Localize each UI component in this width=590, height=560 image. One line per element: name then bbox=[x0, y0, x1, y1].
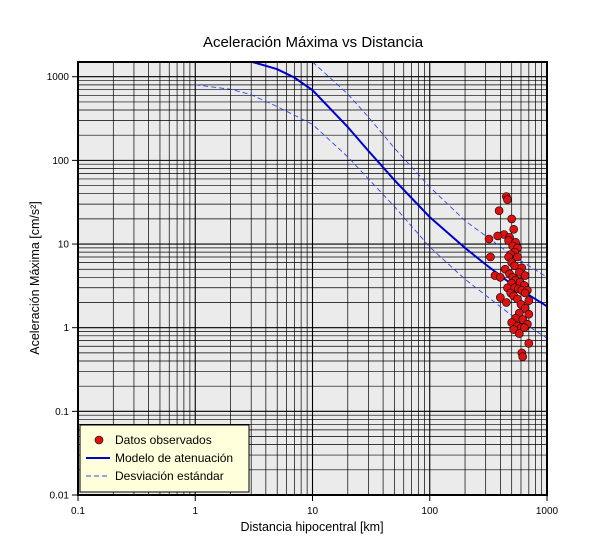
data-point bbox=[514, 329, 524, 338]
data-point bbox=[493, 231, 503, 241]
attenuation-model-line bbox=[252, 61, 548, 308]
legend-label: Desviación estándar bbox=[115, 469, 224, 483]
data-point bbox=[520, 288, 530, 298]
x-axis-label: Distancia hipocentral [km] bbox=[240, 520, 383, 534]
y-tick-label: 0.01 bbox=[50, 491, 70, 502]
std-deviation-line bbox=[312, 61, 548, 278]
grid bbox=[77, 62, 547, 496]
series-lines bbox=[195, 61, 548, 339]
data-point bbox=[513, 252, 522, 262]
data-point bbox=[519, 323, 529, 333]
x-tick-label: 100 bbox=[421, 506, 438, 517]
x-axis-ticks: 0.1 1 10 100 1000 bbox=[71, 495, 559, 517]
data-point bbox=[509, 225, 519, 234]
data-point bbox=[486, 252, 495, 262]
legend-label: Modelo de atenuación bbox=[115, 451, 233, 465]
legend-marker-observed bbox=[94, 435, 104, 445]
series-points bbox=[484, 192, 534, 362]
plot-area bbox=[77, 61, 548, 496]
y-tick-label: 0.1 bbox=[55, 407, 69, 418]
data-point bbox=[507, 214, 517, 224]
data-point bbox=[494, 206, 504, 215]
legend: Datos observados Modelo de atenuación Desv… bbox=[79, 424, 250, 493]
data-point bbox=[518, 352, 528, 362]
std-deviation-line bbox=[195, 84, 548, 339]
y-tick-label: 10 bbox=[58, 240, 70, 251]
y-tick-label: 100 bbox=[52, 156, 69, 167]
chart-title: Aceleración Máxima vs Distancia bbox=[203, 34, 424, 51]
y-tick-label: 1000 bbox=[47, 72, 70, 83]
data-point bbox=[520, 271, 530, 280]
y-axis-ticks: 0.01 0.1 1 10 100 1000 bbox=[47, 72, 78, 502]
data-point bbox=[495, 272, 505, 282]
x-tick-label: 1 bbox=[192, 506, 198, 517]
data-point bbox=[524, 338, 534, 348]
data-point bbox=[501, 298, 511, 307]
data-point bbox=[495, 293, 505, 302]
y-tick-label: 1 bbox=[63, 323, 69, 334]
x-tick-label: 0.1 bbox=[71, 506, 85, 517]
data-point bbox=[503, 195, 512, 204]
data-point bbox=[524, 309, 534, 319]
data-point bbox=[524, 296, 534, 306]
y-axis-label: Aceleración Máxima [cm/s²] bbox=[28, 201, 42, 355]
legend-label: Datos observados bbox=[115, 433, 212, 447]
x-tick-label: 10 bbox=[307, 506, 319, 517]
data-point bbox=[484, 234, 494, 244]
x-tick-label: 1000 bbox=[536, 506, 559, 517]
